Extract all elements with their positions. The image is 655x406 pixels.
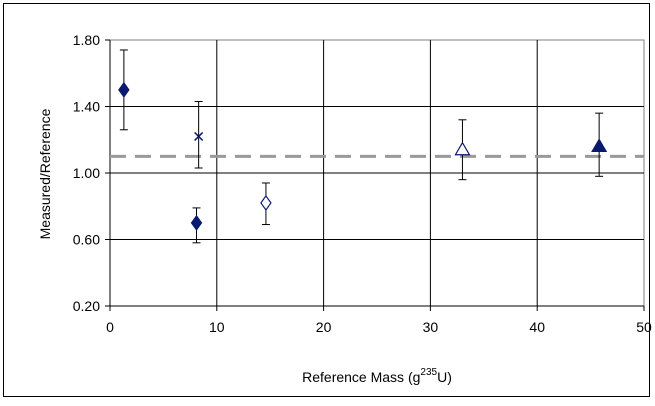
data-point [591,112,608,177]
data-point [190,207,203,244]
filled-diamond-marker [118,81,130,98]
x-tick-label: 50 [636,319,652,335]
x-axis-title: Reference Mass (g235U) [302,367,452,385]
y-axis-title: Measured/Reference [37,108,53,239]
data-point [118,49,130,131]
x-axis-title-main: Reference Mass (g [302,369,420,385]
x-tick-label: 40 [529,319,545,335]
filled-diamond-marker [190,214,203,231]
x-axis-title-sup: 235 [420,367,437,378]
scatter-chart: 0 10 20 30 40 50 0.20 0.60 1.00 1.40 1.80 Measured… [37,32,652,385]
x-tick-label: 20 [316,319,332,335]
y-tick-label: 1.00 [73,165,100,181]
x-tick-label: 10 [209,319,225,335]
x-axis-title-tail: U) [437,369,452,385]
point-layer [118,49,608,244]
data-point [454,119,471,181]
x-tick-label: 30 [423,319,439,335]
open-triangle-marker [454,141,471,156]
x-tick-label: 0 [106,319,114,335]
tick-layer: 0 10 20 30 40 50 0.20 0.60 1.00 1.40 1.80 [73,32,652,335]
data-point [260,182,272,226]
chart-frame: 0 10 20 30 40 50 0.20 0.60 1.00 1.40 1.80 Measured… [3,3,652,397]
y-tick-label: 0.60 [73,232,100,248]
x-marker-stroke-b [194,131,204,141]
grid-layer [105,39,645,311]
open-diamond-marker [260,194,272,211]
y-tick-label: 0.20 [73,298,100,314]
y-tick-label: 1.40 [73,99,100,115]
filled-triangle-marker [591,138,608,152]
y-tick-label: 1.80 [73,32,100,48]
data-point [194,101,204,169]
